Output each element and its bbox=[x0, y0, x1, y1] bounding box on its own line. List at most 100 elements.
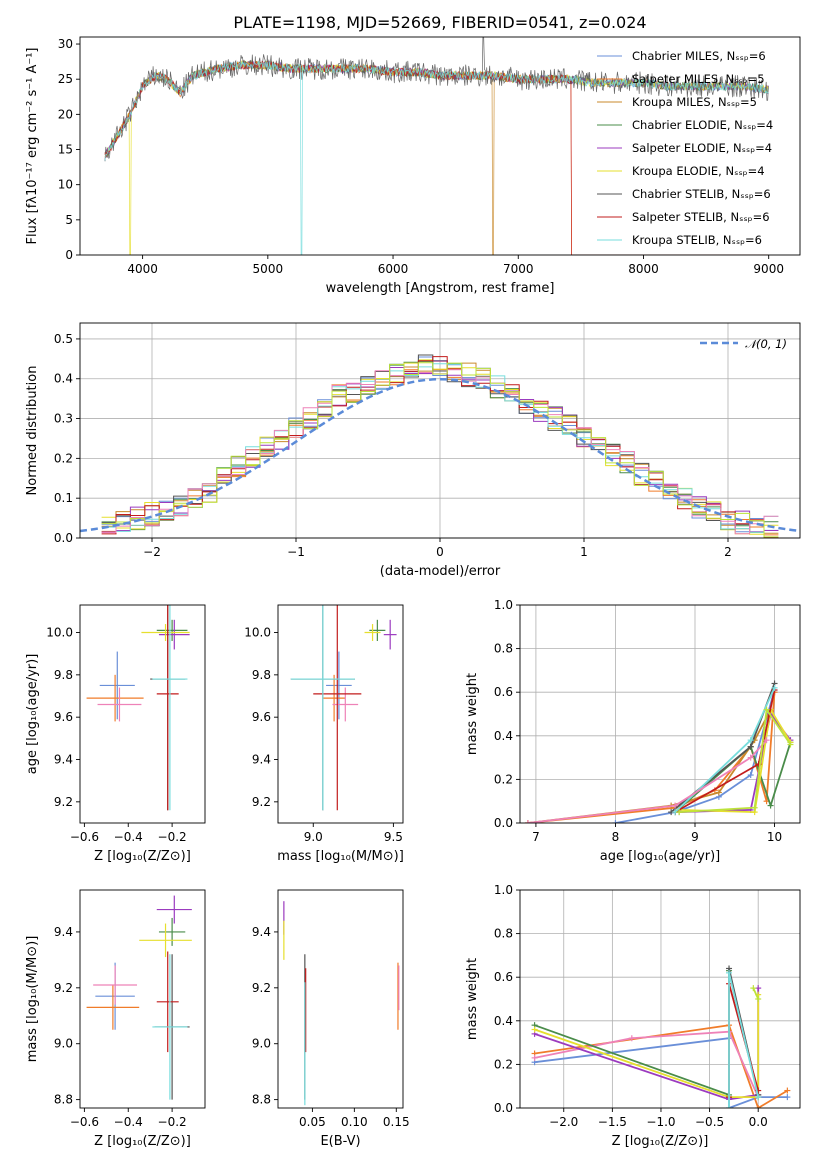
weight-line-4 bbox=[534, 988, 760, 1101]
y-axis-label: mass weight bbox=[465, 958, 480, 1040]
legend-label: Salpeter ELODIE, Nₛₛₚ=4 bbox=[632, 141, 772, 155]
x-tick-label: 7 bbox=[532, 830, 540, 844]
y-tick-label: 10.0 bbox=[244, 626, 271, 640]
y-tick-label: 0.8 bbox=[494, 642, 513, 656]
axes-frame bbox=[519, 889, 801, 1109]
legend-label: Kroupa ELODIE, Nₛₛₚ=4 bbox=[632, 164, 765, 178]
mass-vs-EBV-panel: 0.05 0.10 0.15 8.8 9.0 9.2 9.4 E(B-V) bbox=[252, 889, 410, 1149]
axes-frame bbox=[277, 604, 404, 824]
x-tick-label: 0 bbox=[436, 545, 444, 559]
y-tick-label: 0.4 bbox=[494, 1014, 513, 1028]
x-tick-label: 9.0 bbox=[304, 830, 323, 844]
y-tick-label: 0.2 bbox=[54, 451, 73, 465]
x-tick-label: 8000 bbox=[628, 262, 659, 276]
x-tick-label: 9 bbox=[691, 830, 699, 844]
y-tick-label: 0.2 bbox=[494, 772, 513, 786]
plot-area bbox=[531, 965, 791, 1108]
y-tick-label: 9.6 bbox=[252, 710, 271, 724]
plot-area bbox=[283, 901, 400, 1106]
mass-vs-Z-panel: −0.6 −0.4 −0.2 8.8 9.0 9.2 9.4 Z [log₁₀(Z/Z⊙)] m… bbox=[25, 889, 206, 1149]
axes-frame bbox=[79, 889, 206, 1109]
y-tick-label: 15 bbox=[58, 143, 73, 157]
y-tick-label: 0.8 bbox=[494, 927, 513, 941]
legend-label: Kroupa MILES, Nₛₛₚ=5 bbox=[632, 95, 757, 109]
spectrum-panel: 4000 5000 6000 7000 8000 9000 0 5 10 15 20 25 30 wave… bbox=[25, 36, 801, 296]
spectrum-line-8 bbox=[104, 60, 769, 255]
spectrum-line-5 bbox=[104, 59, 769, 255]
weight-line-9 bbox=[752, 987, 760, 1000]
y-tick-label: 0.0 bbox=[494, 816, 513, 830]
x-tick-label: 9000 bbox=[753, 262, 784, 276]
legend-label: Kroupa STELIB, Nₛₛₚ=6 bbox=[632, 233, 762, 247]
y-tick-label: 9.4 bbox=[252, 925, 271, 939]
y-tick-label: 0.4 bbox=[494, 729, 513, 743]
spectrum-line-1 bbox=[104, 60, 769, 255]
x-tick-label: 0.15 bbox=[383, 1115, 410, 1129]
weight-line-9 bbox=[527, 739, 768, 823]
x-tick-label: 8 bbox=[612, 830, 620, 844]
x-tick-label: 4000 bbox=[127, 262, 158, 276]
x-tick-label: −0.6 bbox=[70, 1115, 99, 1129]
weight-line-2 bbox=[534, 1030, 760, 1098]
y-tick-label: 20 bbox=[58, 107, 73, 121]
axes-frame bbox=[277, 889, 404, 1109]
normal-curve bbox=[80, 377, 800, 533]
legend-label: Salpeter MILES, Nₛₛₚ=5 bbox=[632, 72, 765, 86]
y-tick-label: 0.0 bbox=[494, 1101, 513, 1115]
residuals-panel: −2 −1 0 1 2 0.0 0.1 0.2 0.3 0.4 0.5 (data-model)/er… bbox=[25, 322, 801, 579]
spectrum-line-2 bbox=[104, 59, 769, 255]
x-axis-label: E(B-V) bbox=[320, 1134, 360, 1149]
legend-label: Salpeter STELIB, Nₛₛₚ=6 bbox=[632, 210, 770, 224]
x-tick-label: −0.4 bbox=[114, 1115, 143, 1129]
age-vs-mass-panel: 9.0 9.5 9.2 9.4 9.6 9.8 10.0 mass [log₁₀(M/M⊙)] bbox=[244, 604, 404, 864]
y-tick-label: 10.0 bbox=[46, 626, 73, 640]
y-tick-label: 9.4 bbox=[54, 753, 73, 767]
x-tick-label: −0.4 bbox=[114, 830, 143, 844]
legend-label: 𝒩(0, 1) bbox=[745, 337, 787, 351]
y-tick-label: 0.5 bbox=[54, 332, 73, 346]
y-tick-label: 9.2 bbox=[252, 795, 271, 809]
x-tick-label: −0.5 bbox=[695, 1115, 724, 1129]
weight-line-0 bbox=[534, 1037, 788, 1108]
y-tick-label: 0 bbox=[65, 248, 73, 262]
y-tick-label: 30 bbox=[58, 37, 73, 51]
axes-frame bbox=[519, 604, 801, 824]
y-tick-label: 9.0 bbox=[252, 1037, 271, 1051]
y-tick-label: 9.8 bbox=[252, 668, 271, 682]
y-tick-label: 0.0 bbox=[54, 531, 73, 545]
age-vs-Z-panel: −0.6 −0.4 −0.2 9.2 9.4 9.6 9.8 10.0 Z [log₁₀(Z/Z… bbox=[25, 604, 206, 864]
mass-weight-vs-Z-panel: −2.0 −1.5 −1.0 −0.5 0.0 0.0 0.2 0.4 0.6 0.8 1.0 Z [… bbox=[465, 883, 801, 1149]
y-tick-label: 9.6 bbox=[54, 710, 73, 724]
y-axis-label: age [log₁₀(age/yr)] bbox=[25, 654, 40, 775]
y-tick-label: 9.2 bbox=[54, 795, 73, 809]
y-tick-label: 1.0 bbox=[494, 598, 513, 612]
x-axis-label: Z [log₁₀(Z/Z⊙)] bbox=[94, 849, 191, 864]
spectrum-legend: Chabrier MILES, Nₛₛₚ=6 Salpeter MILES, Nₛ… bbox=[597, 49, 773, 247]
x-tick-label: 5000 bbox=[253, 262, 284, 276]
plot-area bbox=[290, 605, 397, 811]
weight-line-10 bbox=[679, 707, 792, 813]
y-axis-label: mass [log₁₀(M/M⊙)] bbox=[25, 936, 40, 1063]
y-tick-label: 9.8 bbox=[54, 668, 73, 682]
weight-line-5 bbox=[534, 994, 760, 1098]
y-tick-label: 5 bbox=[65, 213, 73, 227]
axes-frame bbox=[79, 36, 801, 256]
x-axis-label: Z [log₁₀(Z/Z⊙)] bbox=[612, 1134, 709, 1149]
plot-area bbox=[104, 37, 769, 255]
plot-area bbox=[86, 895, 192, 1100]
axes-frame bbox=[79, 604, 206, 824]
y-tick-label: 8.8 bbox=[54, 1093, 73, 1107]
y-tick-label: 9.0 bbox=[54, 1037, 73, 1051]
x-tick-label: −0.2 bbox=[158, 830, 187, 844]
x-tick-label: 0.0 bbox=[749, 1115, 768, 1129]
y-tick-label: 8.8 bbox=[252, 1093, 271, 1107]
x-tick-label: 1 bbox=[580, 545, 588, 559]
x-tick-label: 0.05 bbox=[299, 1115, 326, 1129]
legend-label: Chabrier STELIB, Nₛₛₚ=6 bbox=[632, 187, 771, 201]
y-tick-label: 1.0 bbox=[494, 883, 513, 897]
x-axis-label: wavelength [Angstrom, rest frame] bbox=[326, 281, 555, 296]
x-tick-label: 0.10 bbox=[341, 1115, 368, 1129]
y-tick-label: 25 bbox=[58, 72, 73, 86]
y-tick-label: 0.6 bbox=[494, 970, 513, 984]
